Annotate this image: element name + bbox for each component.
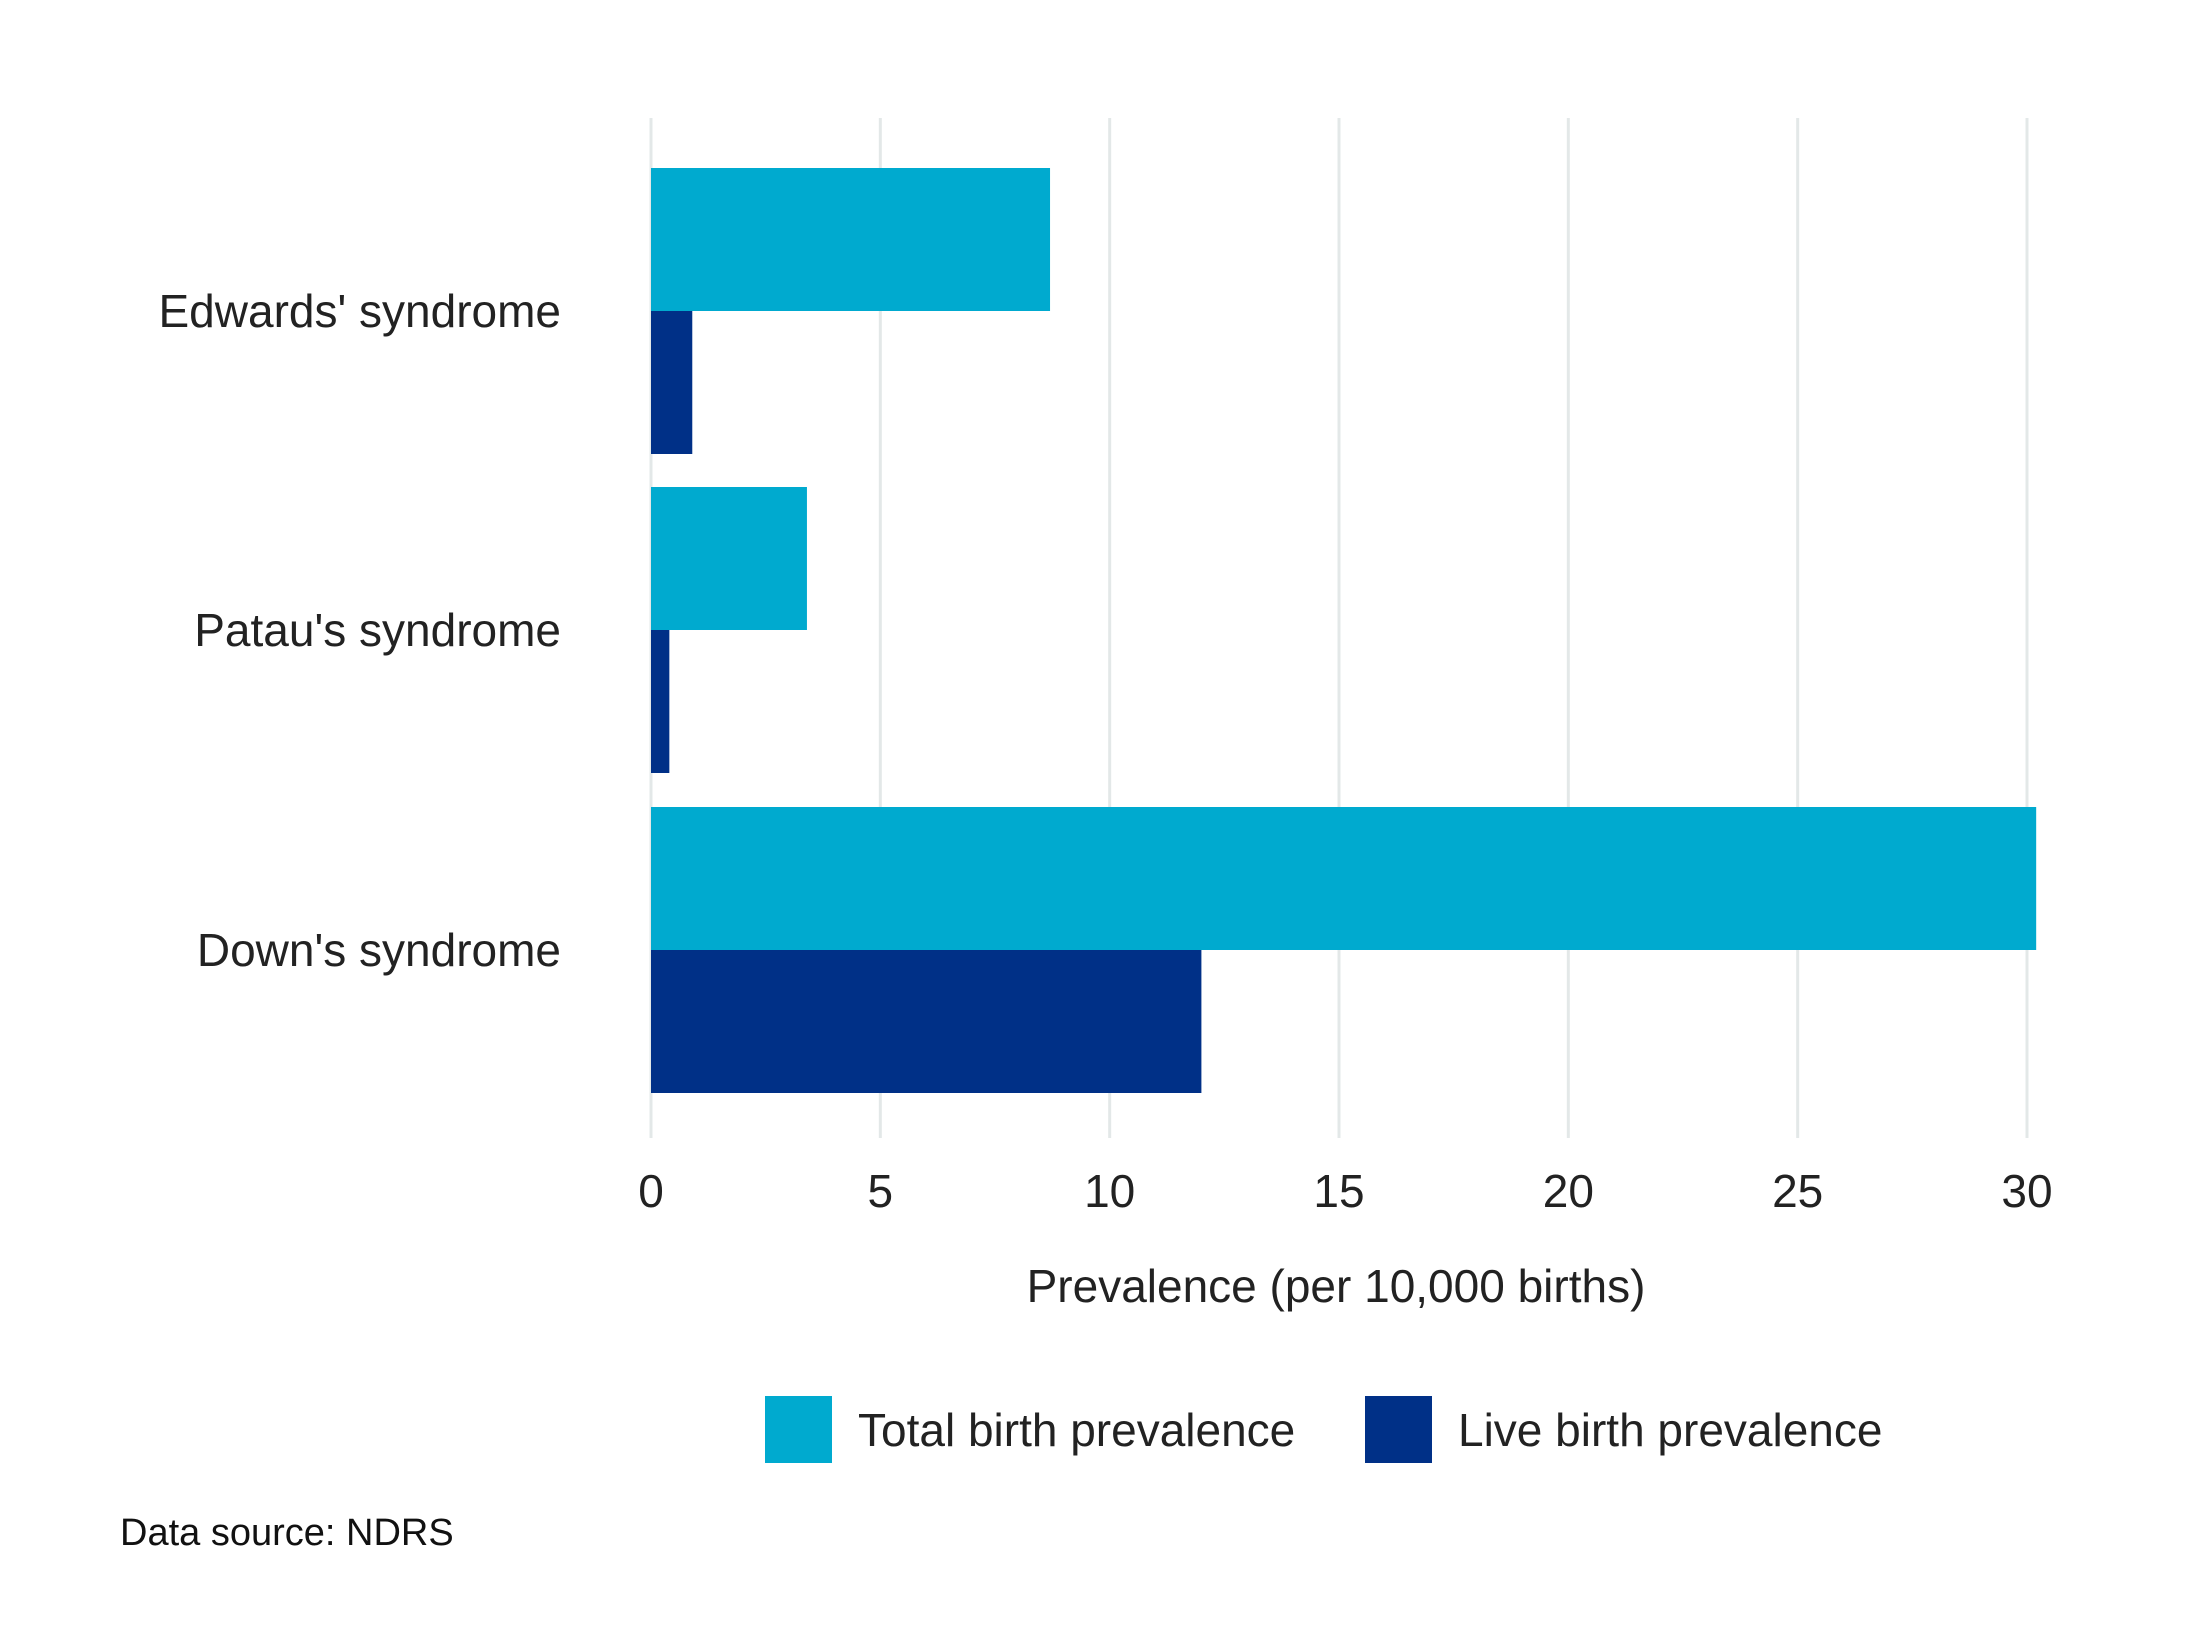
legend-label-1: Live birth prevalence [1458,1404,1882,1456]
data-source-note: Data source: NDRS [120,1512,454,1554]
x-tick-label-10: 10 [1084,1165,1135,1217]
bar-total-2 [651,807,2037,950]
legend-swatch-0 [765,1396,832,1463]
bar-live-1 [651,630,670,773]
bars [651,168,2037,1093]
x-tick-label-30: 30 [2001,1165,2052,1217]
x-axis-title: Prevalence (per 10,000 births) [1027,1260,1646,1312]
bar-total-1 [651,487,807,630]
x-tick-label-0: 0 [638,1165,664,1217]
legend-swatch-1 [1365,1396,1432,1463]
category-label-1: Patau's syndrome [194,604,561,656]
legend-label-0: Total birth prevalence [858,1404,1295,1456]
x-tick-label-20: 20 [1543,1165,1594,1217]
bar-live-0 [651,311,693,454]
category-labels: Edwards' syndrome Patau's syndrome Down's … [159,285,562,976]
bar-total-0 [651,168,1051,311]
bar-live-2 [651,950,1202,1093]
x-tick-label-5: 5 [868,1165,894,1217]
x-tick-label-25: 25 [1772,1165,1823,1217]
category-label-2: Down's syndrome [197,924,561,976]
x-tick-label-15: 15 [1313,1165,1364,1217]
category-label-0: Edwards' syndrome [159,285,562,337]
x-axis-ticks: 0 5 10 15 20 25 30 [638,1165,2052,1217]
legend: Total birth prevalence Live birth prevale… [765,1396,1882,1463]
